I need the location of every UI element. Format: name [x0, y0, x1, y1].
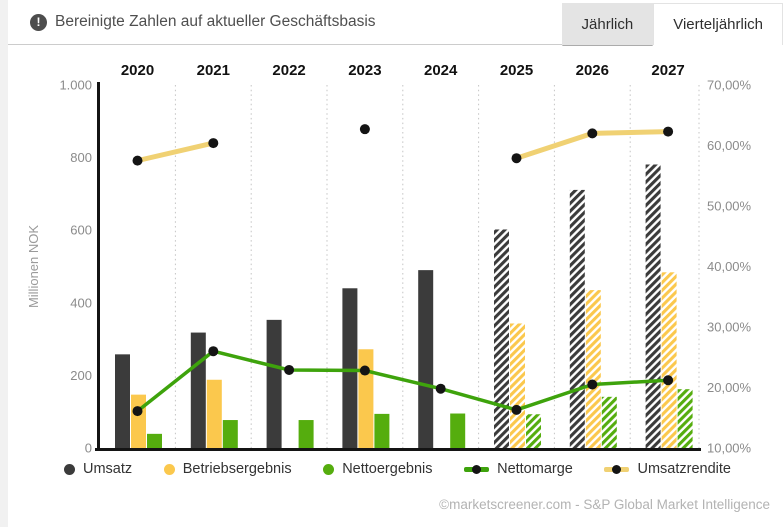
left-axis-tick: 800: [70, 150, 92, 165]
legend-dot-icon: [323, 463, 335, 475]
right-axis-tick: 40,00%: [707, 259, 752, 274]
legend-label: Umsatzrendite: [637, 461, 731, 477]
bar-nettoergebnis-2021[interactable]: [222, 420, 238, 448]
point-nettomarge-2026[interactable]: [587, 379, 598, 390]
right-axis-tick: 10,00%: [707, 441, 752, 456]
bar-umsatz-2020[interactable]: [115, 354, 130, 448]
left-axis-title: Millionen NOK: [26, 225, 41, 308]
point-umsatzrendite-2021[interactable]: [208, 138, 219, 149]
notice-text: Bereinigte Zahlen auf aktueller Geschäft…: [55, 13, 376, 30]
point-nettomarge-2024[interactable]: [435, 383, 446, 394]
year-label-2024: 2024: [424, 62, 458, 79]
legend-item-nettomarge[interactable]: Nettomarge: [464, 461, 573, 477]
bar-nettoergebnis-2022[interactable]: [298, 420, 314, 448]
bar-nettoergebnis-2027[interactable]: [677, 389, 693, 448]
legend-line-icon: [464, 464, 490, 474]
bar-umsatz-2024[interactable]: [418, 270, 434, 448]
chart-svg: 2020 2021 2022 2023 2024 2025 2026 2027 0 200 400 6…: [26, 62, 752, 456]
alert-circle-icon: !: [30, 13, 47, 31]
legend-label: Betriebsergebnis: [182, 461, 292, 477]
bar-betriebsergebnis-2021[interactable]: [206, 379, 222, 448]
year-label-2027: 2027: [651, 62, 684, 79]
right-axis-tick: 70,00%: [707, 78, 752, 93]
bar-betriebsergebnis-2025[interactable]: [510, 323, 525, 448]
year-label-2020: 2020: [121, 62, 154, 79]
chart-legend: Umsatz Betriebsergebnis Nettoergebnis Netto…: [64, 461, 731, 477]
point-umsatzrendite-2023[interactable]: [359, 124, 370, 135]
legend-label: Nettomarge: [497, 461, 573, 477]
legend-item-nettoergebnis[interactable]: Nettoergebnis: [323, 461, 432, 477]
bar-umsatz-2023[interactable]: [342, 288, 358, 448]
year-label-2023: 2023: [348, 62, 381, 79]
bottom-axis-line: [95, 448, 701, 451]
tab-jaehrlich[interactable]: Jährlich: [561, 3, 654, 46]
point-nettomarge-2022[interactable]: [284, 364, 295, 375]
bar-nettoergebnis-2024[interactable]: [450, 413, 466, 448]
legend-line-icon: [604, 464, 630, 474]
left-axis-tick: 600: [70, 223, 92, 238]
year-label-2022: 2022: [272, 62, 305, 79]
line-nettomarge: [135, 349, 670, 413]
point-umsatzrendite-2027[interactable]: [663, 126, 674, 137]
bar-umsatz-2025[interactable]: [494, 229, 509, 448]
right-axis-tick: 50,00%: [707, 199, 752, 214]
bar-umsatz-2027[interactable]: [645, 164, 661, 448]
left-axis-tick: 400: [70, 295, 92, 310]
left-axis-tick: 200: [70, 368, 92, 383]
year-label-2025: 2025: [500, 62, 533, 79]
bar-nettoergebnis-2023[interactable]: [374, 413, 390, 448]
point-umsatzrendite-2025[interactable]: [511, 153, 522, 164]
point-nettomarge-2020[interactable]: [132, 406, 143, 417]
bar-umsatz-2026[interactable]: [569, 189, 585, 449]
bar-betriebsergebnis-2027[interactable]: [661, 272, 677, 448]
legend-label: Nettoergebnis: [342, 461, 433, 477]
notice: ! Bereinigte Zahlen auf aktueller Geschä…: [30, 13, 376, 31]
bar-umsatz-2021[interactable]: [190, 332, 206, 448]
point-nettomarge-2027[interactable]: [663, 375, 674, 386]
bar-betriebsergebnis-2026[interactable]: [585, 290, 601, 448]
line-umsatzrendite: [135, 140, 216, 164]
legend-item-umsatzrendite[interactable]: Umsatzrendite: [604, 461, 731, 477]
period-tabs: Jährlich Vierteljährlich: [561, 3, 783, 46]
bar-betriebsergebnis-2020[interactable]: [131, 394, 146, 448]
bar-nettoergebnis-2026[interactable]: [601, 396, 617, 448]
chart[interactable]: 2020 2021 2022 2023 2024 2025 2026 2027 0 200 400 6…: [0, 48, 783, 460]
point-umsatzrendite-2026[interactable]: [587, 128, 598, 139]
tab-vierteljaehrlich[interactable]: Vierteljährlich: [653, 3, 783, 45]
bar-nettoergebnis-2025[interactable]: [526, 414, 541, 448]
legend-dot-icon: [64, 463, 75, 475]
bar-betriebsergebnis-2023[interactable]: [358, 349, 374, 448]
point-nettomarge-2025[interactable]: [511, 404, 522, 415]
year-label-2021: 2021: [197, 62, 230, 79]
right-axis-tick: 60,00%: [707, 138, 752, 153]
point-nettomarge-2023[interactable]: [359, 365, 370, 376]
bar-nettoergebnis-2020[interactable]: [147, 433, 162, 448]
legend-item-umsatz[interactable]: Umsatz: [64, 461, 132, 477]
right-axis-tick: 30,00%: [707, 320, 752, 335]
page-edge-strip: [0, 0, 8, 527]
legend-item-betriebsergebnis[interactable]: Betriebsergebnis: [163, 461, 292, 477]
legend-line-dot-icon: [612, 464, 622, 474]
year-label-2026: 2026: [576, 62, 609, 79]
bar-umsatz-2022[interactable]: [266, 319, 282, 448]
right-axis-tick: 20,00%: [707, 380, 752, 395]
point-nettomarge-2021[interactable]: [208, 346, 219, 357]
left-axis-line: [97, 82, 100, 451]
legend-label: Umsatz: [83, 461, 133, 477]
copyright-credit: ©marketscreener.com - S&P Global Market …: [439, 497, 770, 512]
left-axis-tick: 0: [85, 441, 92, 456]
point-umsatzrendite-2020[interactable]: [132, 155, 143, 166]
widget-header: ! Bereinigte Zahlen auf aktueller Geschä…: [8, 0, 783, 46]
legend-line-dot-icon: [472, 464, 482, 474]
left-axis-tick: 1.000: [59, 78, 92, 93]
legend-dot-icon: [163, 463, 175, 475]
